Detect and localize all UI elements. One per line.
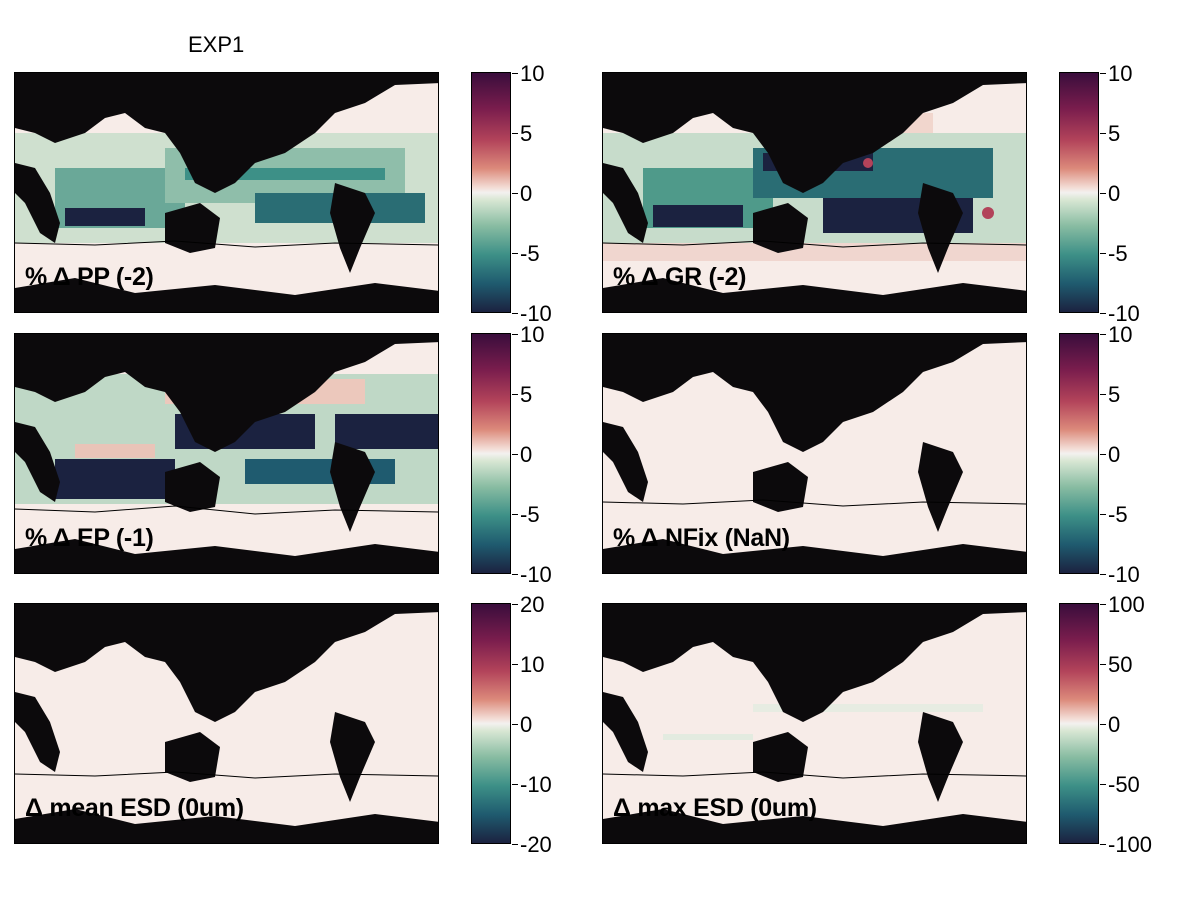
indian-ocean-strong-anomaly: [55, 459, 175, 499]
map-ep: [15, 334, 438, 573]
positive-anomaly-spot: [863, 158, 873, 168]
map-panel-pp: % Δ PP (-2): [14, 72, 439, 313]
colorbar-tick-label: 0: [520, 181, 533, 206]
faint-anomaly: [663, 734, 753, 740]
colorbar-gr: 10 5 0 -5 -10: [1059, 63, 1140, 325]
colorbar-tick-label: -50: [1108, 772, 1140, 797]
positive-anomaly-spot: [982, 207, 994, 219]
colorbar-tick-label: -10: [520, 562, 552, 587]
colorbar-tick-label: -5: [1108, 241, 1128, 266]
colorbar-tick-label: 10: [1108, 61, 1133, 86]
colorbar-tick-label: 10: [520, 322, 545, 347]
colorbar-tick-label: 5: [1108, 121, 1121, 146]
map-panel-mean-esd: Δ mean ESD (0um): [14, 603, 439, 844]
land-mask: [603, 334, 1026, 573]
panel-label: Δ max ESD (0um): [613, 794, 817, 822]
map-max-esd: [603, 604, 1026, 843]
land-mask: [15, 73, 438, 312]
colorbar-tick-label: -20: [520, 832, 552, 857]
colorbar-tick-label: 0: [520, 712, 533, 737]
colorbar-tick-label: -5: [520, 502, 540, 527]
panel-label: % Δ GR (-2): [613, 263, 747, 291]
colorbar-tick-label: -10: [1108, 301, 1140, 326]
map-panel-nfix: % Δ NFix (NaN): [602, 333, 1027, 574]
colorbar-tick-label: 10: [520, 61, 545, 86]
map-mean-esd: [15, 604, 438, 843]
land-mask: [15, 604, 438, 843]
indian-positive-band: [75, 444, 155, 458]
map-nfix: [603, 334, 1026, 573]
colorbar-tick-label: 100: [1108, 592, 1145, 617]
colorbar-mean-esd: 20 10 0 -10 -20: [471, 594, 552, 856]
map-gr: [603, 73, 1026, 312]
colorbar-tick-label: -10: [1108, 562, 1140, 587]
colorbar-tick-label: 0: [520, 442, 533, 467]
land-mask: [603, 604, 1026, 843]
colorbar-tick-label: -100: [1108, 832, 1153, 857]
southern-positive-band: [603, 243, 1026, 261]
indian-ocean-strong-anomaly: [65, 208, 145, 226]
colorbar-tick-label: 5: [520, 121, 533, 146]
colorbar-tick-label: 0: [1108, 181, 1121, 206]
colorbar-tick-label: 10: [520, 652, 545, 677]
colorbar-tick-label: 20: [520, 592, 545, 617]
colorbar-tick-label: 50: [1108, 652, 1133, 677]
map-panel-max-esd: Δ max ESD (0um): [602, 603, 1027, 844]
map-panel-gr: % Δ GR (-2): [602, 72, 1027, 313]
faint-anomaly: [753, 704, 983, 712]
colorbar-tick-label: -5: [1108, 502, 1128, 527]
panel-label: % Δ NFix (NaN): [613, 524, 790, 552]
figure-title: EXP1: [188, 32, 245, 57]
colorbar-tick-label: 5: [520, 382, 533, 407]
colorbar-tick-label: -5: [520, 241, 540, 266]
colorbar-tick-label: -10: [520, 301, 552, 326]
colorbar-tick-label: 10: [1108, 322, 1133, 347]
colorbar-tick-label: 0: [1108, 712, 1121, 737]
colorbar-ep: 10 5 0 -5 -10: [471, 324, 552, 586]
panel-label: Δ mean ESD (0um): [25, 794, 244, 822]
map-panel-ep: % Δ EP (-1): [14, 333, 439, 574]
atlantic-strong-anomaly: [335, 414, 438, 449]
colorbar-tick-label: 0: [1108, 442, 1121, 467]
colorbar-max-esd: 100 50 0 -50 -100: [1059, 594, 1152, 856]
map-pp: [15, 73, 438, 312]
land-mask: [603, 73, 1026, 312]
panel-label: % Δ EP (-1): [25, 524, 154, 552]
colorbar-tick-label: 5: [1108, 382, 1121, 407]
colorbar-tick-label: -10: [520, 772, 552, 797]
colorbar-nfix: 10 5 0 -5 -10: [1059, 324, 1140, 586]
panel-label: % Δ PP (-2): [25, 263, 154, 291]
land-mask: [15, 334, 438, 573]
colorbar-pp: 10 5 0 -5 -10: [471, 63, 552, 325]
indian-ocean-strong-anomaly: [653, 205, 743, 227]
